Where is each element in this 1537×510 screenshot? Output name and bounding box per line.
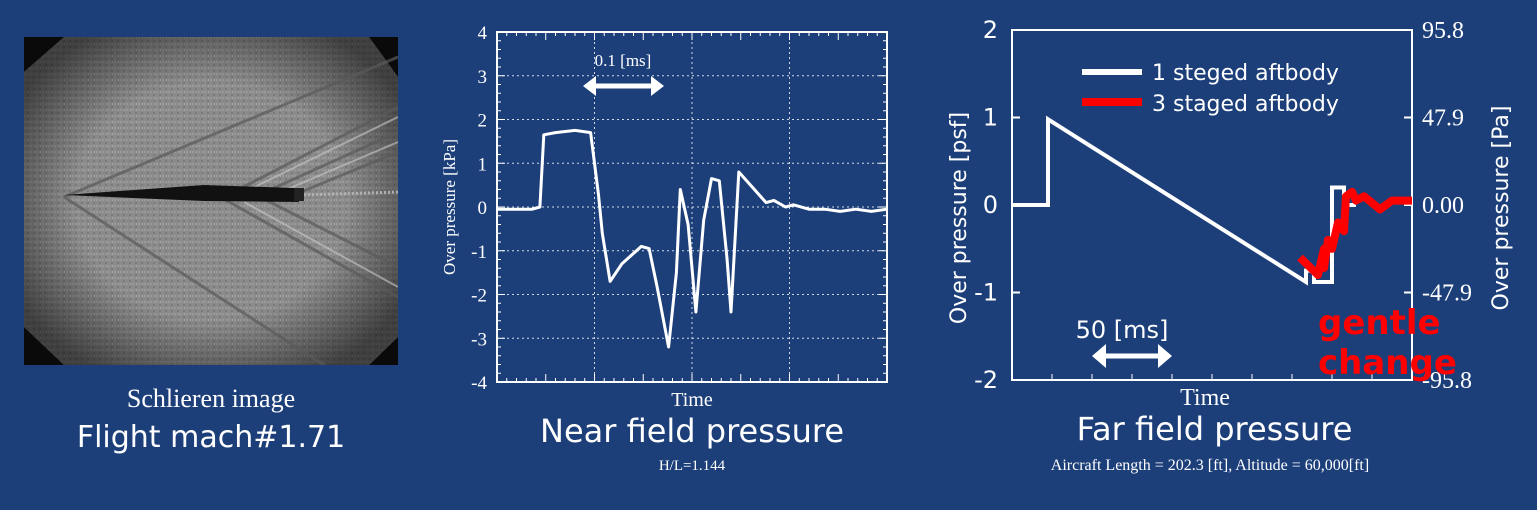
far-y-tick-label: 1	[983, 104, 998, 132]
far-time-scale-arrow	[1092, 344, 1172, 368]
far-time-scale-label: 50 [ms]	[1076, 316, 1169, 344]
near-field-chart: 4 3 2 1 0 -1 -2 -3 -4 Over pressure [kPa] Time 0…	[440, 23, 888, 411]
near-y-tick-label: 4	[478, 23, 488, 44]
far-y2-tick-label: 47.9	[1422, 106, 1464, 132]
callout-line: gentle	[1318, 303, 1441, 343]
near-y-tick-label: -4	[471, 373, 487, 394]
near-time-scale-label: 0.1 [ms]	[595, 51, 652, 70]
far-y-axis-label: Over pressure [psf]	[947, 112, 972, 324]
near-y-tick-label: 0	[478, 198, 488, 219]
far-y2-tick-label: -95.8	[1422, 368, 1472, 394]
legend-label-series-2: 3 staged aftbody	[1152, 92, 1339, 117]
near-y-tick-labels: 4 3 2 1 0 -1 -2 -3 -4	[471, 23, 487, 394]
far-y-tick-label: -1	[974, 279, 998, 307]
near-y-tick-label: -3	[471, 329, 487, 350]
near-y-tick-label: -2	[471, 286, 487, 307]
near-field-subtitle: H/L=1.144	[658, 458, 726, 474]
callout-line: change	[1318, 343, 1457, 383]
far-field-title: Far field pressure	[1076, 410, 1353, 448]
near-x-axis-label: Time	[671, 389, 713, 411]
far-y-tick-label: -2	[974, 366, 998, 394]
near-y-tick-label: 3	[478, 67, 488, 88]
far-y2-tick-label: 95.8	[1422, 18, 1464, 44]
near-tick-marks	[496, 31, 888, 383]
schlieren-image	[24, 37, 398, 365]
far-y2-axis-label: Over pressure [Pa]	[1489, 106, 1514, 311]
near-y-tick-label: -1	[471, 242, 487, 263]
schlieren-caption: Schlieren image	[126, 384, 296, 413]
far-field-chart: 2 1 0 -1 -2 95.8 47.9 0.00 -47.9 -95.8 Over pres…	[947, 16, 1514, 411]
near-y-axis-label: Over pressure [kPa]	[440, 139, 459, 275]
gentle-change-callout: gentle change	[1318, 303, 1457, 383]
flight-mach-caption: Flight mach#1.71	[76, 420, 346, 455]
legend-label-series-1: 1 steged aftbody	[1152, 61, 1339, 86]
far-y-tick-labels: 2 1 0 -1 -2	[974, 16, 998, 394]
near-field-title: Near field pressure	[540, 412, 844, 450]
near-grid	[497, 32, 887, 382]
near-series-line	[497, 128, 888, 349]
near-time-scale-arrow	[583, 76, 664, 96]
near-y-tick-label: 2	[478, 111, 488, 132]
far-y2-tick-label: 0.00	[1422, 193, 1464, 219]
far-legend: 1 steged aftbody 3 staged aftbody	[1082, 61, 1339, 117]
far-y2-tick-label: -47.9	[1422, 281, 1472, 307]
near-y-tick-label: 1	[478, 154, 488, 175]
far-field-subtitle: Aircraft Length = 202.3 [ft], Altitude =…	[1050, 457, 1370, 474]
far-y2-tick-labels: 95.8 47.9 0.00 -47.9 -95.8	[1422, 18, 1472, 394]
far-x-axis-label: Time	[1180, 385, 1230, 411]
far-y-tick-label: 0	[983, 191, 998, 219]
far-y-tick-label: 2	[983, 16, 998, 44]
far-series-2-line	[1297, 187, 1412, 279]
